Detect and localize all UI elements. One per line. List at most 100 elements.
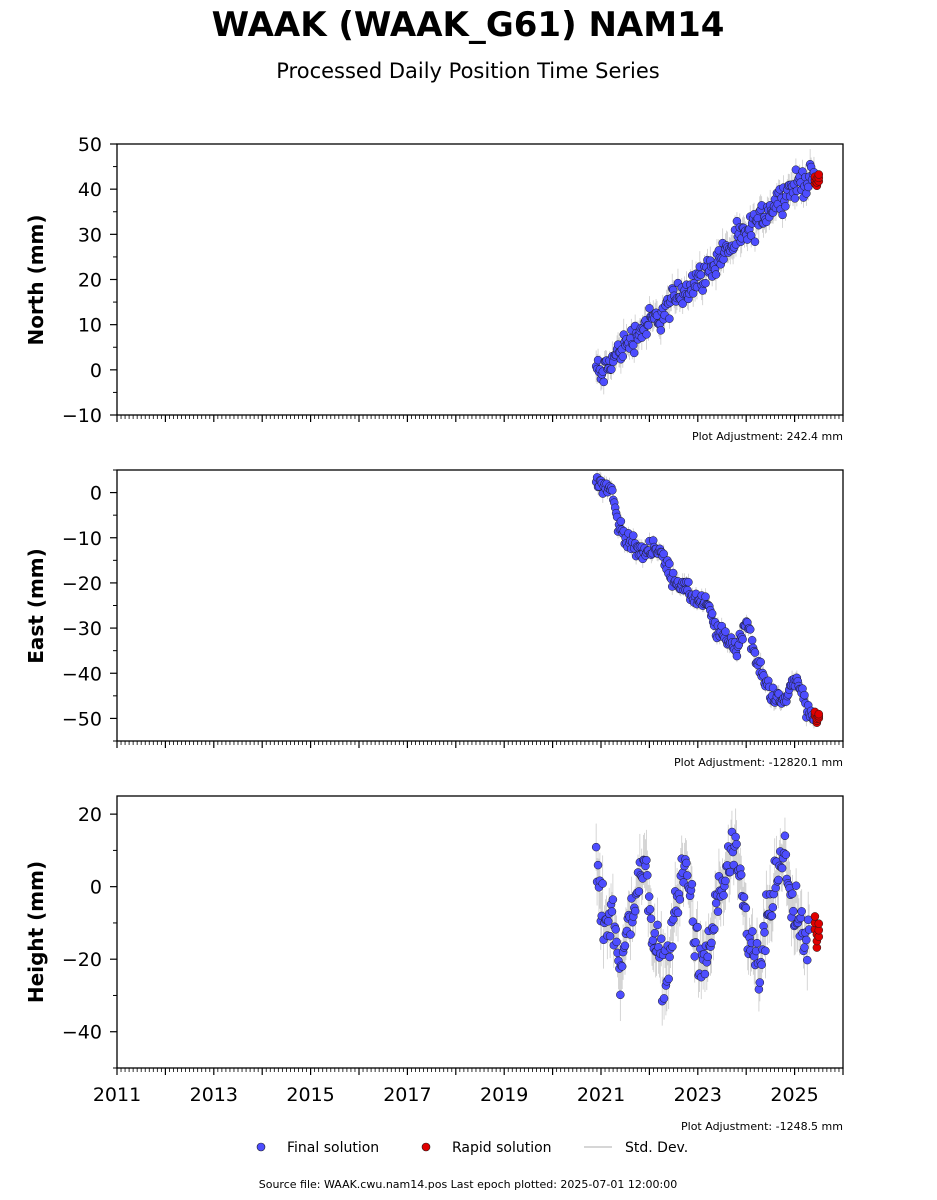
east-final-point (701, 592, 710, 601)
height-final-point (693, 922, 702, 932)
north-y-tick-label: 20 (78, 270, 102, 292)
north-final-point (804, 182, 813, 192)
height-final-point (643, 871, 652, 880)
x-tick-label: 2013 (190, 1084, 238, 1106)
height-final-point (713, 907, 723, 916)
north-y-tick-label: 50 (78, 134, 102, 156)
north-final-point (696, 270, 706, 280)
x-tick-label: 2025 (770, 1084, 818, 1106)
east-final-point (629, 531, 638, 540)
height-final-point (703, 952, 713, 962)
legend-rapid-marker (421, 1142, 431, 1152)
height-y-tick-label: −20 (62, 949, 102, 971)
height-final-point (646, 914, 656, 923)
north-y-tick-label: 10 (78, 315, 102, 337)
height-final-point (659, 994, 669, 1003)
north-rapid-points (810, 170, 824, 191)
x-tick-label: 2015 (286, 1084, 334, 1106)
height-final-point (768, 903, 778, 912)
height-final-point (707, 938, 716, 948)
east-final-point (756, 657, 765, 667)
north-final-point (607, 365, 616, 374)
height-final-point (682, 858, 691, 868)
north-final-point (599, 377, 609, 387)
north-final-point (746, 231, 756, 240)
east-final-point (665, 559, 674, 568)
east-final-point (616, 517, 626, 526)
east-y-tick-label: 0 (90, 483, 102, 505)
height-final-point (757, 960, 766, 969)
height-final-point (761, 946, 770, 956)
height-final-point (736, 870, 746, 880)
height-final-point (650, 928, 659, 938)
height-final-point (630, 906, 640, 916)
height-final-point (748, 927, 757, 936)
east-plot-adjustment: Plot Adjustment: -12820.1 mm (674, 756, 843, 769)
east-final-point (608, 486, 617, 495)
height-y-tick-label: −40 (62, 1022, 102, 1044)
height-final-point (634, 887, 644, 896)
north-panel: −10 0 10 20 30 40 50 (62, 134, 844, 427)
north-plot-frame (116, 143, 844, 416)
height-y-tick-label: 0 (90, 877, 102, 899)
height-final-point (616, 990, 625, 1000)
height-final-points (591, 827, 814, 1006)
east-final-point (750, 648, 760, 657)
height-final-point (673, 908, 683, 918)
x-tick-label: 2011 (93, 1084, 141, 1106)
legend-final-marker (256, 1142, 266, 1152)
height-final-point (732, 839, 741, 849)
height-plot-adjustment: Plot Adjustment: -1248.5 mm (681, 1120, 843, 1133)
east-y-tick-label: −50 (62, 708, 102, 730)
height-rapid-points (810, 912, 824, 952)
height-final-point (803, 955, 812, 965)
north-y-tick-label: −10 (62, 405, 102, 427)
height-final-point (791, 881, 801, 890)
east-y-tick-label: −20 (62, 573, 102, 595)
chart-title: WAAK (WAAK_G61) NAM14 (212, 5, 725, 45)
north-final-point (629, 348, 639, 358)
east-final-point (721, 627, 730, 636)
east-y-tick-label: −30 (62, 618, 102, 640)
east-final-point (707, 609, 717, 618)
north-final-point (719, 255, 728, 264)
east-final-point (659, 549, 668, 559)
height-final-point (691, 938, 700, 947)
height-final-point (626, 930, 635, 939)
height-final-point (725, 867, 735, 877)
east-final-point (800, 690, 809, 700)
height-final-point (690, 952, 699, 961)
height-final-point (788, 889, 797, 899)
east-final-point (732, 651, 742, 661)
height-final-point (653, 920, 662, 930)
x-tick-label: 2021 (577, 1084, 625, 1106)
chart-subtitle: Processed Daily Position Time Series (276, 59, 660, 83)
height-final-point (617, 962, 627, 971)
height-final-point (607, 907, 617, 916)
legend-rapid-label: Rapid solution (452, 1140, 552, 1156)
height-final-point (719, 891, 728, 900)
x-tick-label: 2019 (480, 1084, 528, 1106)
height-y-axis-label: Height (mm) (24, 861, 48, 1003)
height-final-point (598, 879, 607, 888)
x-tick-label: 2023 (674, 1084, 722, 1106)
height-final-point (797, 907, 806, 916)
north-final-point (644, 320, 653, 330)
legend-std-label: Std. Dev. (625, 1140, 688, 1156)
height-final-point (767, 911, 777, 921)
east-final-point (747, 635, 757, 645)
height-final-point (593, 860, 603, 870)
height-final-point (603, 917, 613, 926)
height-final-point (644, 892, 654, 901)
height-final-point (683, 871, 692, 880)
height-rapid-point (810, 912, 820, 921)
north-final-point (665, 314, 674, 323)
north-plot-adjustment: Plot Adjustment: 242.4 mm (692, 430, 843, 443)
height-panel: −40 −20 0 20 2011 2013 2015 2017 2019 2021 2023 202… (62, 795, 844, 1106)
height-final-point (657, 934, 666, 943)
north-rapid-point (814, 170, 824, 179)
north-y-tick-label: 0 (90, 360, 102, 382)
north-final-point (750, 237, 760, 247)
height-final-point (739, 892, 749, 902)
